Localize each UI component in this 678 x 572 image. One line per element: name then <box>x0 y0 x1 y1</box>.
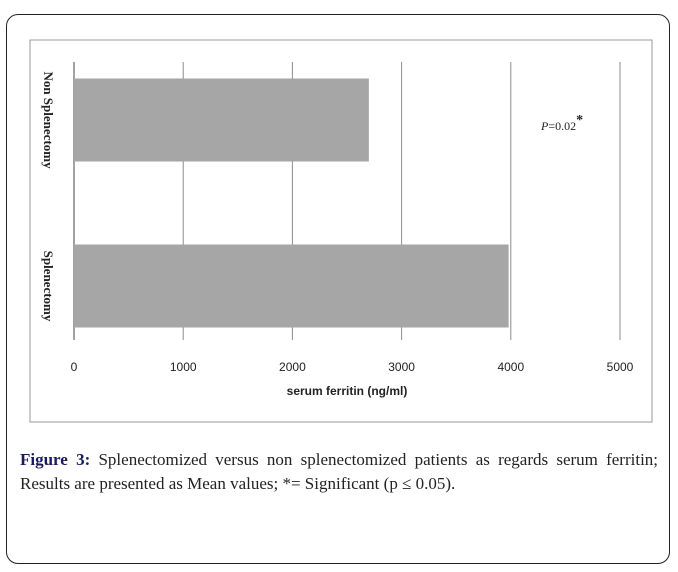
x-tick-label: 5000 <box>607 360 634 374</box>
x-tick-label: 1000 <box>170 360 197 374</box>
x-tick-label: 4000 <box>497 360 524 374</box>
caption-label: Figure 3: <box>20 450 91 469</box>
y-tick-label: Non Splenectomy <box>41 71 56 169</box>
bar <box>74 244 509 328</box>
x-tick-label: 2000 <box>279 360 306 374</box>
figure-frame <box>6 14 670 564</box>
y-tick-label: Splenectomy <box>41 251 56 322</box>
x-axis-label: serum ferritin (ng/ml) <box>287 384 408 398</box>
chart: serum ferritin (ng/ml) P=0.02* 0 1000 2000… <box>29 39 653 423</box>
annotation-italic: P <box>540 119 549 133</box>
chart-border <box>29 39 653 423</box>
caption-text: Splenectomized versus non splenectomized… <box>20 450 659 493</box>
x-tick-label: 0 <box>71 360 78 374</box>
annotation: P=0.02* <box>540 113 583 133</box>
bar <box>74 78 369 162</box>
caption: Figure 3: Splenectomized versus non sple… <box>20 448 658 496</box>
x-tick-label: 3000 <box>388 360 415 374</box>
annotation-text: =0.02 <box>548 119 576 133</box>
annotation-superscript: * <box>576 113 583 128</box>
